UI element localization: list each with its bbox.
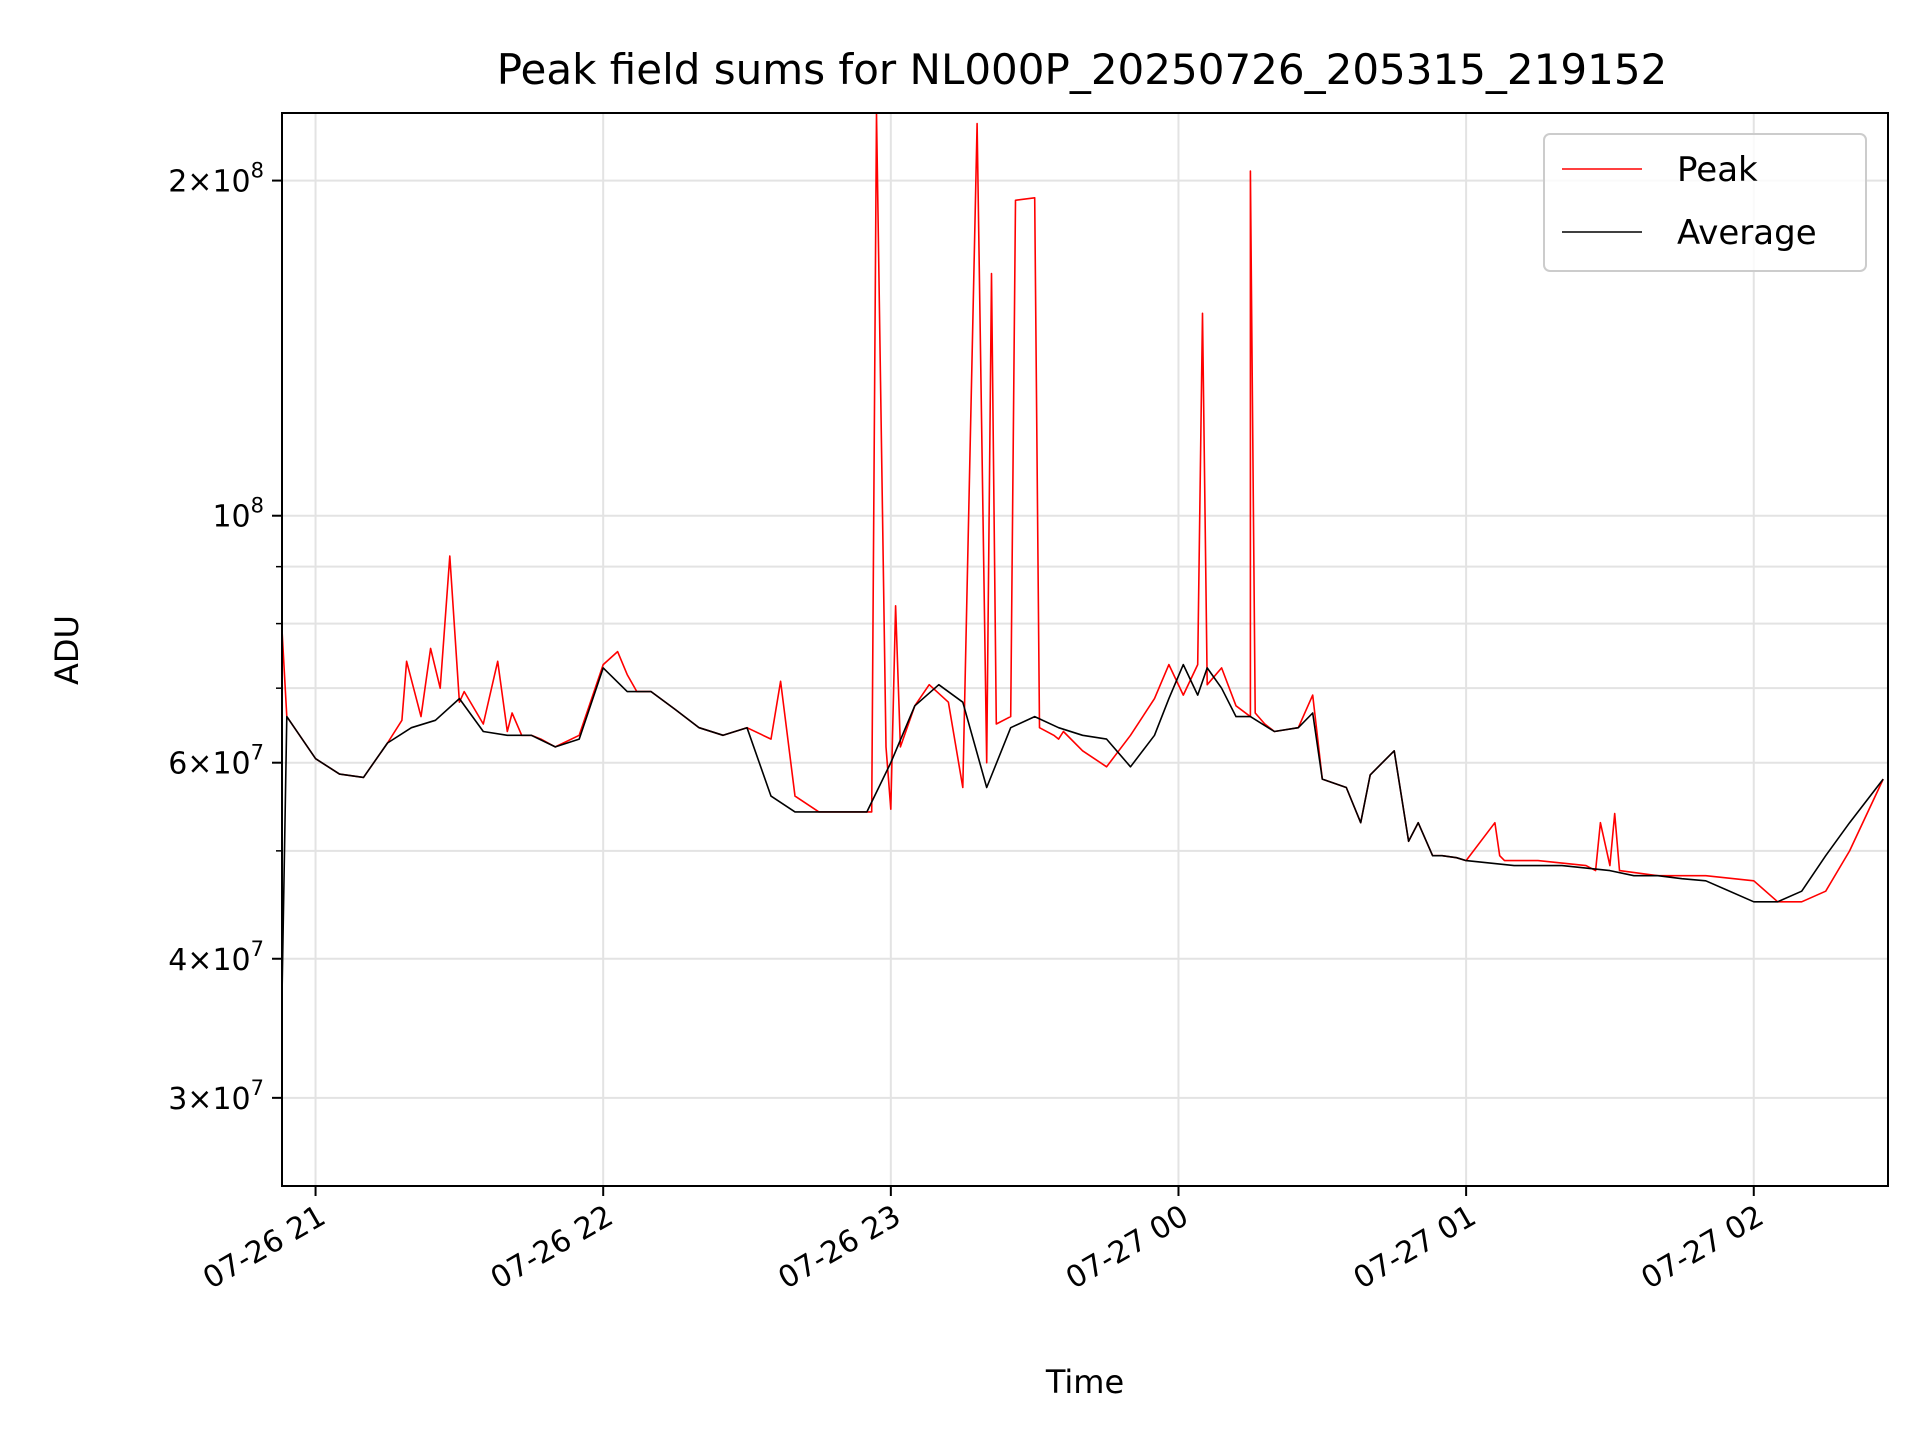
legend-label-average: Average [1677,213,1817,253]
series-layer [281,112,1884,997]
series-line-peak [281,112,1884,903]
legend-label-peak: Peak [1677,150,1758,190]
x-axis-title: Time [1045,1363,1124,1401]
y-tick-label: 3×107 [168,1076,264,1117]
legend: Peak Average [1543,133,1867,272]
series-line-average [281,663,1884,997]
y-tick-label: 2×108 [168,159,264,200]
y-tick-label: 6×107 [168,741,264,782]
y-tick-label: 4×107 [168,937,264,978]
y-axis-title: ADU [48,615,86,685]
plot-frame [281,112,1889,1187]
y-axis: 3×107 4×107 6×107 108 2×108 [168,159,282,1117]
grid-lines [282,113,1888,1186]
y-tick-label: 108 [212,494,264,535]
chart-title: Peak field sums for NL000P_20250726_2053… [497,45,1668,94]
